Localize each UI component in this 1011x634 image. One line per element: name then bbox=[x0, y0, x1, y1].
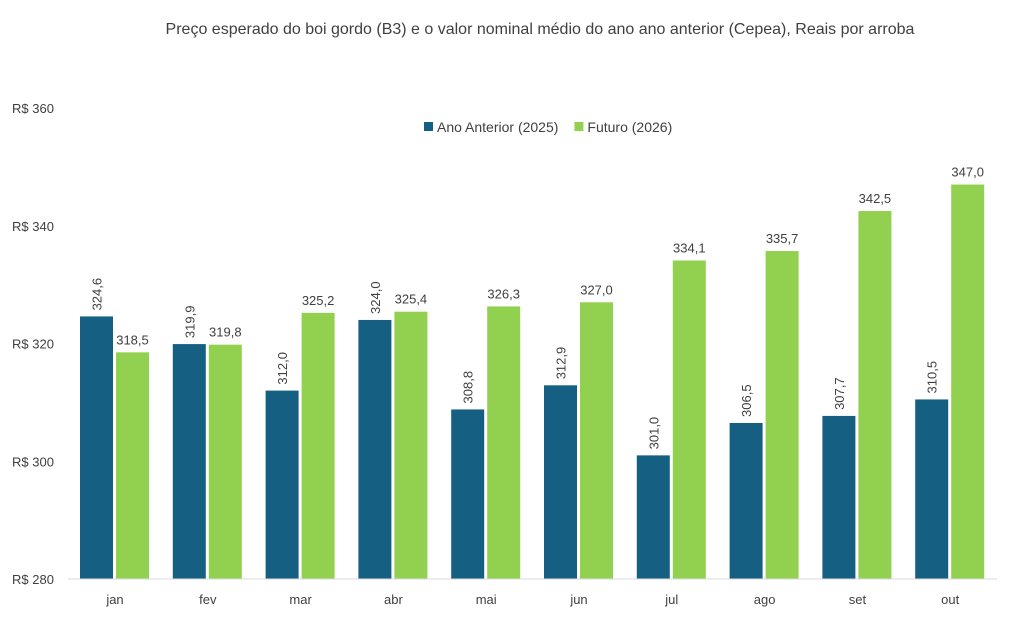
bar-ano-anterior-mai bbox=[451, 409, 485, 579]
y-tick-label: R$ 340 bbox=[12, 219, 54, 234]
data-label: 307,7 bbox=[832, 377, 847, 410]
data-label: 324,0 bbox=[368, 281, 383, 314]
bar-futuro-mar bbox=[301, 312, 335, 579]
legend-label: Futuro (2026) bbox=[587, 119, 672, 135]
legend-swatch bbox=[574, 122, 584, 131]
x-tick-label: jan bbox=[105, 592, 123, 607]
x-tick-label: mar bbox=[289, 592, 312, 607]
bar-futuro-ago bbox=[765, 251, 799, 579]
data-label: 312,9 bbox=[554, 347, 569, 380]
bar-futuro-out bbox=[951, 184, 985, 579]
x-tick-label: out bbox=[941, 592, 959, 607]
data-label: 312,0 bbox=[275, 352, 290, 385]
bars: 324,6 319,9 312,0 324,0 308,8 312,9 301,0 306,5… bbox=[80, 165, 985, 579]
data-label: 301,0 bbox=[646, 417, 661, 450]
bar-futuro-jul bbox=[672, 260, 706, 579]
bar-futuro-set bbox=[858, 211, 892, 579]
bar-ano-anterior-jan bbox=[80, 316, 113, 579]
x-tick-label: jul bbox=[664, 592, 678, 607]
data-label: 335,7 bbox=[766, 231, 799, 246]
x-tick-label: abr bbox=[384, 592, 403, 607]
x-axis: jan fev mar abr mai jun jul ago set out bbox=[68, 578, 997, 607]
x-tick-label: fev bbox=[199, 592, 217, 607]
data-label: 325,4 bbox=[395, 292, 428, 307]
bar-ano-anterior-fev bbox=[172, 344, 206, 579]
legend-label: Ano Anterior (2025) bbox=[437, 119, 558, 135]
bar-futuro-mai bbox=[487, 306, 521, 579]
data-label: 326,3 bbox=[487, 286, 520, 301]
bar-ano-anterior-jul bbox=[636, 455, 670, 579]
y-tick-label: R$ 320 bbox=[12, 337, 54, 352]
legend-swatch bbox=[424, 122, 433, 131]
data-label: 325,2 bbox=[302, 293, 335, 308]
bar-futuro-jan bbox=[116, 352, 149, 579]
bar-ano-anterior-abr bbox=[358, 319, 392, 579]
y-axis: R$ 280 R$ 300 R$ 320 R$ 340 R$ 360 bbox=[12, 101, 54, 587]
data-label: 334,1 bbox=[673, 240, 706, 255]
x-tick-label: set bbox=[849, 592, 867, 607]
y-tick-label: R$ 280 bbox=[12, 572, 54, 587]
y-tick-label: R$ 360 bbox=[12, 101, 54, 116]
data-label: 342,5 bbox=[859, 191, 892, 206]
bar-ano-anterior-ago bbox=[729, 422, 763, 579]
data-label: 327,0 bbox=[580, 282, 613, 297]
data-label: 318,5 bbox=[116, 332, 149, 347]
chart-title: Preço esperado do boi gordo (B3) e o val… bbox=[166, 21, 915, 38]
x-tick-label: mai bbox=[476, 592, 497, 607]
x-tick-label: jun bbox=[569, 592, 587, 607]
y-tick-label: R$ 300 bbox=[12, 454, 54, 469]
bar-futuro-jun bbox=[580, 302, 613, 579]
data-label: 319,9 bbox=[182, 306, 197, 339]
bar-ano-anterior-jun bbox=[544, 385, 577, 579]
data-label: 324,6 bbox=[90, 278, 105, 311]
data-label: 319,8 bbox=[209, 325, 242, 340]
data-label: 310,5 bbox=[925, 361, 940, 394]
legend: Ano Anterior (2025) Futuro (2026) bbox=[424, 119, 672, 135]
bar-ano-anterior-mar bbox=[265, 390, 299, 579]
data-label: 306,5 bbox=[739, 384, 754, 417]
data-label: 308,8 bbox=[461, 371, 476, 404]
x-tick-label: ago bbox=[754, 592, 776, 607]
bar-futuro-abr bbox=[394, 311, 428, 579]
bar-ano-anterior-out bbox=[915, 399, 949, 579]
bar-ano-anterior-set bbox=[822, 415, 856, 579]
bar-futuro-fev bbox=[208, 344, 242, 579]
data-label: 347,0 bbox=[951, 165, 984, 180]
